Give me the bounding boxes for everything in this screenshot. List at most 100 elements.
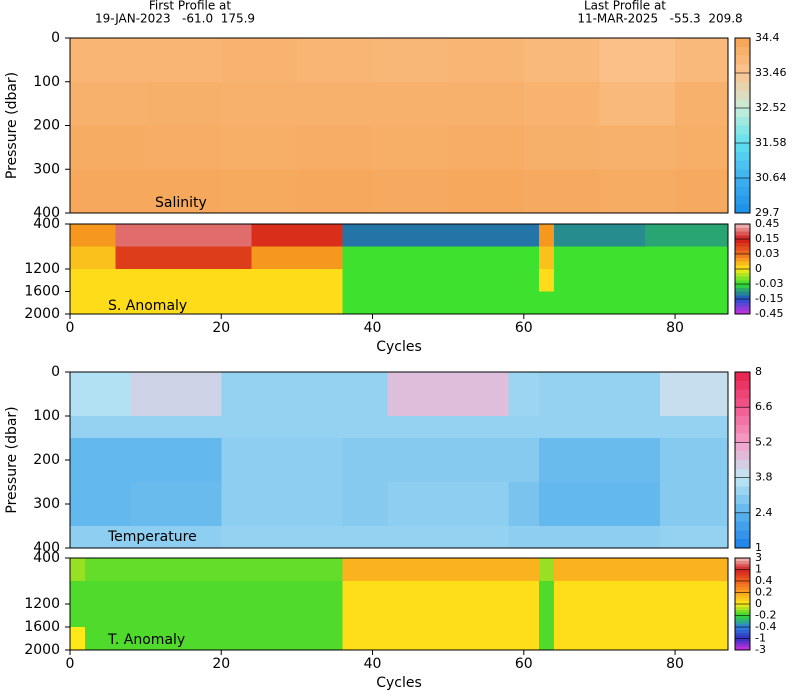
colorbar-segment	[735, 512, 750, 523]
colorbar-segment	[735, 595, 750, 599]
colorbar-segment	[735, 575, 750, 579]
panel-label: S. Anomaly	[108, 298, 187, 314]
heat-cell	[342, 627, 539, 650]
colorbar-label: 1	[755, 563, 762, 576]
heat-cell	[554, 558, 728, 581]
heat-cell	[372, 38, 449, 82]
heat-cell	[387, 482, 509, 526]
heat-cell	[115, 269, 252, 292]
colorbar-segment	[735, 486, 750, 496]
heat-cell	[296, 169, 373, 213]
heat-cell	[145, 125, 222, 170]
colorbar-segment	[735, 624, 750, 628]
colorbar-segment	[735, 572, 750, 576]
heat-cell	[251, 269, 343, 292]
heat-cell	[251, 224, 343, 247]
colorbar-segment	[735, 442, 750, 452]
colorbar-segment	[735, 539, 750, 549]
y-tick-label: 100	[33, 74, 60, 90]
heat-cell	[85, 627, 343, 650]
heat-cell	[115, 224, 252, 247]
heat-cell	[221, 38, 297, 82]
panel-label: Salinity	[155, 195, 207, 211]
colorbar-segment	[735, 424, 750, 435]
colorbar-segment	[735, 276, 750, 281]
heat-cell	[296, 81, 373, 126]
heat-cell	[448, 125, 524, 170]
heat-cell	[554, 269, 645, 292]
heat-cell	[221, 416, 343, 438]
colorbar-segment	[735, 90, 750, 100]
colorbar-segment	[735, 108, 750, 118]
x-tick-label: 40	[364, 656, 382, 672]
colorbar-segment	[735, 280, 750, 285]
heat-cell	[70, 558, 86, 581]
colorbar-label: 0.45	[755, 217, 780, 230]
colorbar-segment	[735, 460, 750, 470]
heat-cell	[387, 526, 509, 548]
y-tick-label: 1200	[24, 596, 60, 612]
x-tick-label: 60	[515, 656, 533, 672]
colorbar-segment	[735, 195, 750, 205]
heat-cell	[554, 291, 645, 314]
y-tick-label: 0	[51, 30, 60, 46]
colorbar-segment	[735, 81, 750, 91]
heat-cell	[342, 438, 388, 482]
heat-cell	[538, 246, 555, 269]
heat-cell	[251, 291, 343, 314]
heat-cell	[70, 604, 86, 627]
colorbar-label: -0.2	[755, 609, 776, 622]
x-axis-label: Cycles	[376, 339, 422, 355]
colorbar-segment	[735, 302, 750, 307]
heat-cell	[554, 627, 728, 650]
heat-cell	[538, 581, 555, 604]
y-tick-label: 2000	[24, 306, 60, 322]
heat-cell	[387, 372, 509, 416]
heat-cell	[644, 269, 728, 292]
heat-cell	[448, 38, 524, 82]
first-profile-label: First Profile at	[149, 0, 232, 13]
heat-cell	[70, 482, 131, 526]
heat-cell	[221, 526, 343, 548]
heat-cell	[342, 482, 388, 526]
last-profile-label: Last Profile at	[584, 0, 666, 13]
heat-cell	[538, 482, 660, 526]
colorbar-segment	[735, 231, 750, 236]
heat-cell	[508, 438, 539, 482]
colorbar-segment	[735, 250, 750, 255]
colorbar-segment	[735, 265, 750, 270]
colorbar-segment	[735, 254, 750, 259]
colorbar-segment	[735, 504, 750, 514]
heat-cell	[659, 372, 728, 416]
heat-cell	[538, 627, 555, 650]
colorbar-segment	[735, 246, 750, 251]
heat-cell	[70, 224, 116, 247]
heat-cell	[145, 169, 222, 213]
y-tick-label: 1600	[24, 284, 60, 300]
colorbar-segment	[735, 310, 750, 315]
first-profile-value: 19-JAN-2023 -61.0 175.9	[95, 12, 255, 26]
colorbar-segment	[735, 451, 750, 461]
colorbar-label: -3	[755, 643, 766, 656]
colorbar-label: -0.03	[755, 277, 783, 290]
heat-cell	[554, 604, 728, 627]
colorbar-segment	[735, 186, 750, 196]
colorbar-segment	[735, 586, 750, 591]
colorbar-label: 30.64	[755, 171, 787, 184]
colorbar-segment	[735, 55, 750, 65]
colorbar-segment	[735, 598, 750, 602]
colorbar-label: 32.52	[755, 101, 787, 114]
heat-cell	[251, 246, 343, 269]
colorbar-label: -1	[755, 632, 766, 645]
heat-cell	[538, 438, 660, 482]
colorbar-label: 33.46	[755, 66, 787, 79]
colorbar-label: 3	[755, 551, 762, 564]
colorbar-segment	[735, 621, 750, 625]
colorbar-label: 0	[755, 597, 762, 610]
colorbar-segment	[735, 407, 750, 417]
heat-cell	[70, 81, 146, 126]
heat-cell	[342, 526, 388, 548]
y-tick-label: 300	[33, 161, 60, 177]
colorbar-segment	[735, 629, 750, 634]
colorbar-segment	[735, 416, 750, 426]
